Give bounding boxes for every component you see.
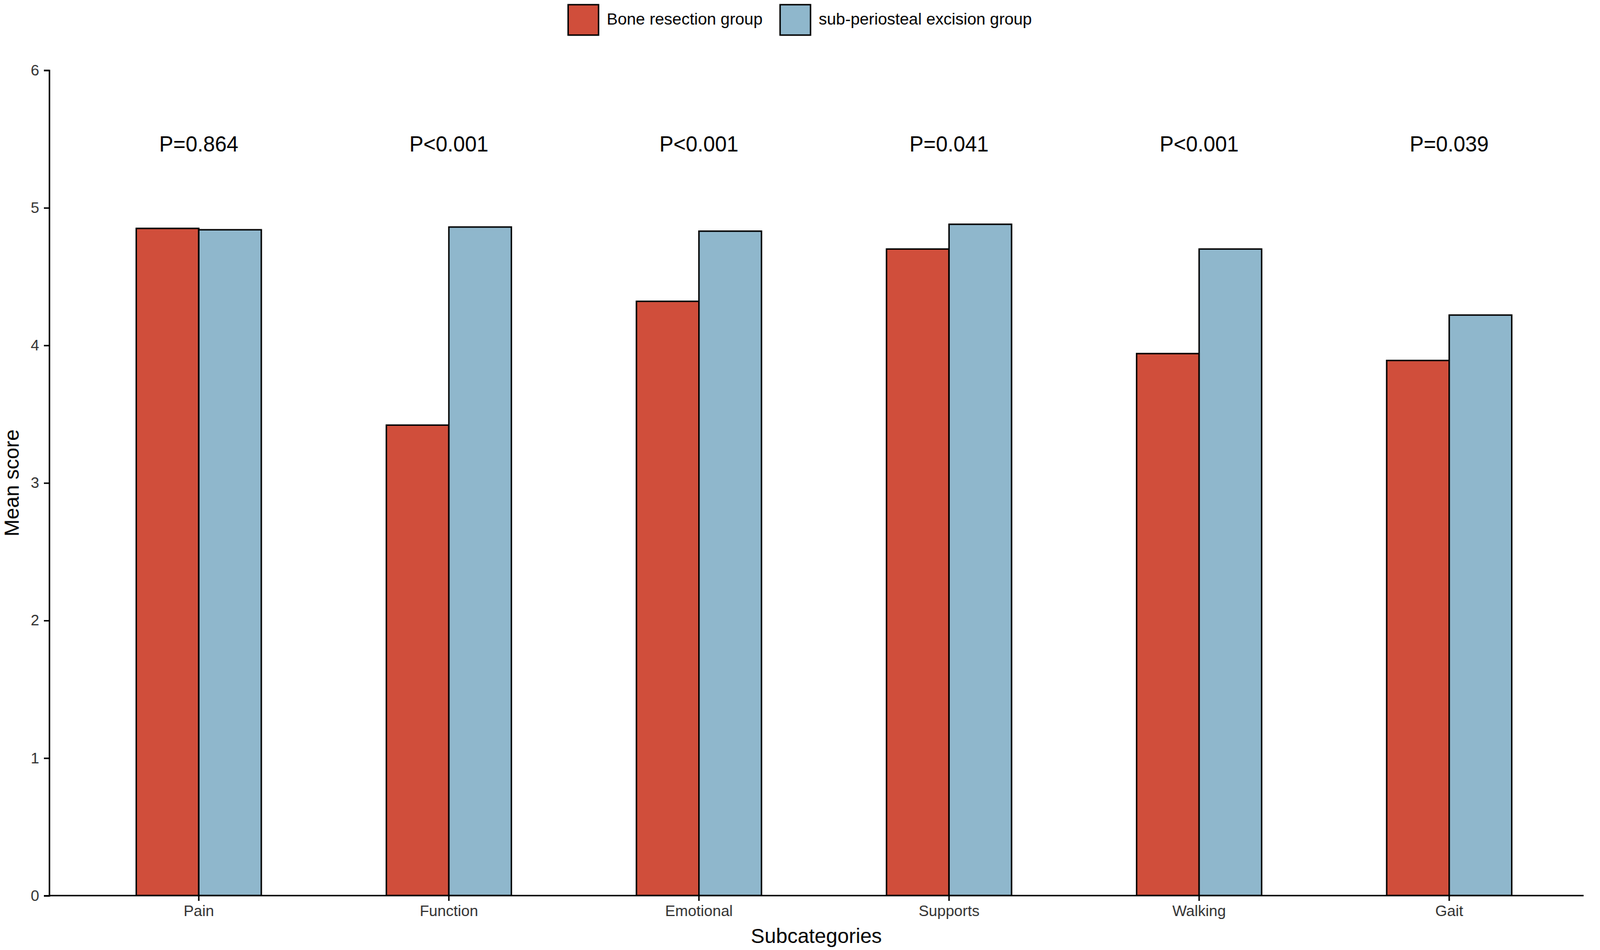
y-axis-title: Mean score	[0, 429, 23, 537]
y-tick-mark	[43, 207, 50, 209]
x-tick-label: Pain	[183, 902, 215, 920]
y-tick-label: 0	[31, 887, 40, 905]
y-tick-label: 1	[31, 749, 40, 768]
bar	[698, 231, 762, 896]
bar	[1199, 249, 1262, 896]
x-axis-line	[49, 895, 1584, 898]
y-tick: 2	[31, 611, 50, 630]
legend-swatch	[568, 4, 599, 36]
x-tick-mark	[698, 895, 700, 902]
x-tick: Gait	[1434, 895, 1464, 920]
legend-swatch	[780, 4, 811, 36]
bar	[886, 249, 950, 896]
y-tick: 5	[31, 198, 50, 217]
y-tick-mark	[43, 345, 50, 348]
x-tick: Pain	[183, 895, 215, 920]
bar	[198, 229, 262, 896]
annotation: P<0.001	[409, 132, 489, 157]
bar	[136, 228, 199, 896]
y-axis-line	[43, 70, 50, 897]
chart: 0 1 2 3 4 5 6 Pain Function Emotional Supports Walk…	[0, 0, 1600, 950]
annotation: P<0.001	[1159, 132, 1239, 157]
legend-item: Bone resection group	[568, 4, 763, 36]
x-tick: Walking	[1172, 895, 1227, 920]
y-tick: 3	[31, 474, 50, 492]
x-tick: Supports	[918, 895, 980, 920]
y-tick: 0	[31, 887, 50, 905]
legend-label: Bone resection group	[606, 9, 763, 29]
y-tick-label: 3	[31, 474, 40, 492]
x-tick-mark	[1198, 895, 1201, 902]
series	[198, 224, 1512, 896]
bar	[636, 301, 700, 896]
annotation: P=0.864	[159, 132, 239, 157]
y-tick-mark	[43, 757, 50, 760]
y-tick-label: 4	[31, 336, 40, 355]
y-tick-mark	[43, 69, 50, 72]
y-tick-label: 5	[31, 198, 40, 217]
legend: Bone resection group sub-periosteal excis…	[568, 4, 1032, 36]
x-tick-label: Gait	[1434, 902, 1464, 920]
x-axis-title: Subcategories	[750, 924, 882, 948]
x-tick-label: Walking	[1172, 902, 1227, 920]
x-tick-mark	[948, 895, 950, 902]
bar	[1449, 315, 1512, 896]
x-tick: Function	[419, 895, 479, 920]
series	[136, 228, 1450, 896]
x-tick-mark	[448, 895, 451, 902]
y-tick: 6	[31, 61, 50, 80]
x-tick-label: Supports	[918, 902, 980, 920]
y-axis: 0 1 2 3 4 5 6	[31, 61, 50, 905]
x-tick-mark	[197, 895, 200, 902]
x-tick-mark	[1448, 895, 1451, 902]
bar	[386, 425, 449, 896]
bar	[949, 224, 1012, 896]
x-tick-label: Emotional	[665, 902, 734, 920]
y-tick-mark	[43, 620, 50, 623]
x-tick-label: Function	[419, 902, 479, 920]
bar	[1136, 353, 1200, 896]
annotation: P=0.041	[909, 132, 989, 157]
legend-label: sub-periosteal excision group	[818, 9, 1032, 29]
y-tick: 4	[31, 336, 50, 355]
x-tick: Emotional	[665, 895, 734, 920]
y-tick-label: 2	[31, 611, 40, 630]
bar	[1386, 360, 1450, 896]
y-tick-mark	[43, 895, 50, 898]
x-axis: Pain Function Emotional Supports Walking Gait	[49, 895, 1584, 920]
y-tick-label: 6	[31, 61, 40, 80]
y-tick-mark	[43, 482, 50, 485]
annotation: P=0.039	[1409, 132, 1489, 157]
legend-item: sub-periosteal excision group	[780, 4, 1032, 36]
bars	[136, 224, 1512, 896]
annotations: P=0.864 P<0.001 P<0.001 P=0.041 P<0.001 P=0.0…	[159, 132, 1489, 157]
annotation: P<0.001	[659, 132, 739, 157]
y-tick: 1	[31, 749, 50, 768]
bar	[448, 227, 512, 896]
